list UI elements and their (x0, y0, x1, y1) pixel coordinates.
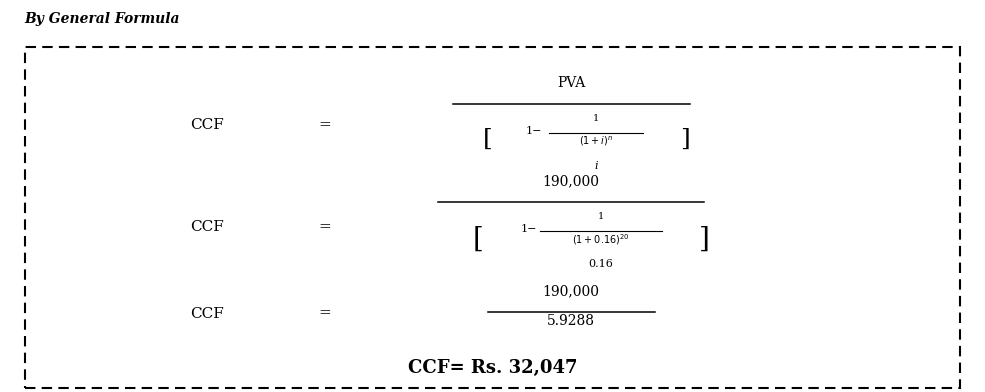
Text: CCF: CCF (190, 307, 224, 321)
Text: i: i (594, 161, 598, 171)
Text: [: [ (483, 128, 492, 151)
Text: ]: ] (680, 128, 690, 151)
Text: 5.9288: 5.9288 (548, 314, 595, 328)
Text: =: = (319, 220, 331, 234)
Text: =: = (319, 118, 331, 132)
Text: [: [ (472, 226, 484, 252)
Text: 1−: 1− (525, 126, 542, 136)
Text: 0.16: 0.16 (588, 259, 614, 269)
Text: 1: 1 (593, 114, 599, 123)
Text: 1: 1 (598, 212, 604, 221)
Text: =: = (319, 307, 331, 321)
Text: 190,000: 190,000 (543, 284, 600, 298)
Text: $(1+0.16)^{20}$: $(1+0.16)^{20}$ (572, 232, 629, 247)
Text: $(1+i)^{n}$: $(1+i)^{n}$ (579, 134, 613, 148)
Text: CCF: CCF (190, 118, 224, 132)
Text: 1−: 1− (520, 224, 537, 234)
Text: 190,000: 190,000 (543, 174, 600, 188)
Text: CCF= Rs. 32,047: CCF= Rs. 32,047 (408, 359, 577, 377)
Text: PVA: PVA (558, 76, 585, 90)
Text: CCF: CCF (190, 220, 224, 234)
Text: ]: ] (698, 226, 710, 252)
Text: By General Formula: By General Formula (25, 12, 180, 26)
